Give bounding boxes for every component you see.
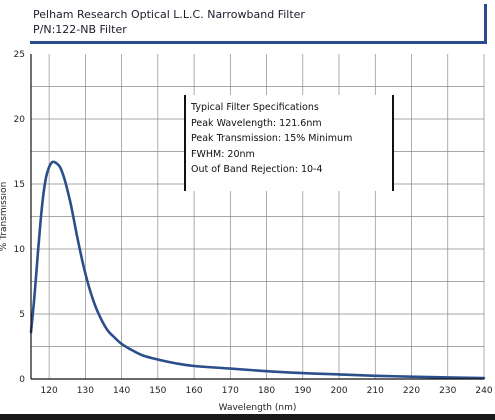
transmission-curve [29, 160, 486, 380]
x-tick-label: 180 [258, 386, 275, 396]
x-tick-label: 140 [113, 386, 130, 396]
x-tick-label: 190 [294, 386, 311, 396]
x-tick-label: 170 [222, 386, 239, 396]
x-tick-label: 210 [367, 386, 384, 396]
x-tick-label: 230 [439, 386, 456, 396]
y-tick-label: 10 [14, 245, 26, 255]
y-axis-label: % Transmission [0, 182, 9, 252]
y-tick-label: 5 [19, 310, 25, 320]
axes [30, 54, 484, 380]
bottom-border [0, 414, 495, 420]
series-group [29, 160, 486, 380]
x-tick-label: 240 [475, 386, 492, 396]
x-tick-label: 150 [149, 386, 166, 396]
x-tick-label: 200 [330, 386, 347, 396]
chart-title: Pelham Research Optical L.L.C. Narrowban… [33, 8, 305, 21]
x-tick-label: 120 [41, 386, 58, 396]
tick-labels: 120 130 140 150 160 170 180 190 200 210 220 230 240 0… [14, 50, 493, 396]
x-axis-label: Wavelength (nm) [219, 403, 297, 413]
x-tick-label: 220 [403, 386, 420, 396]
y-tick-label: 25 [14, 50, 25, 60]
y-tick-label: 0 [19, 375, 25, 385]
x-tick-label: 160 [185, 386, 202, 396]
chart-header: Pelham Research Optical L.L.C. Narrowban… [30, 4, 487, 44]
spec-line: FWHM: 20nm [191, 148, 255, 160]
y-tick-label: 20 [14, 115, 26, 125]
spec-line: Out of Band Rejection: 10-4 [191, 164, 323, 175]
spec-line: Peak Transmission: 15% Minimum [191, 133, 353, 144]
part-number: P/N:122-NB Filter [33, 23, 127, 36]
x-tick-label: 130 [77, 386, 94, 396]
spec-box: Typical Filter Specifications Peak Wavel… [184, 95, 394, 191]
spec-title: Typical Filter Specifications [191, 102, 319, 113]
spec-line: Peak Wavelength: 121.6nm [191, 117, 322, 129]
y-tick-label: 15 [14, 180, 25, 190]
